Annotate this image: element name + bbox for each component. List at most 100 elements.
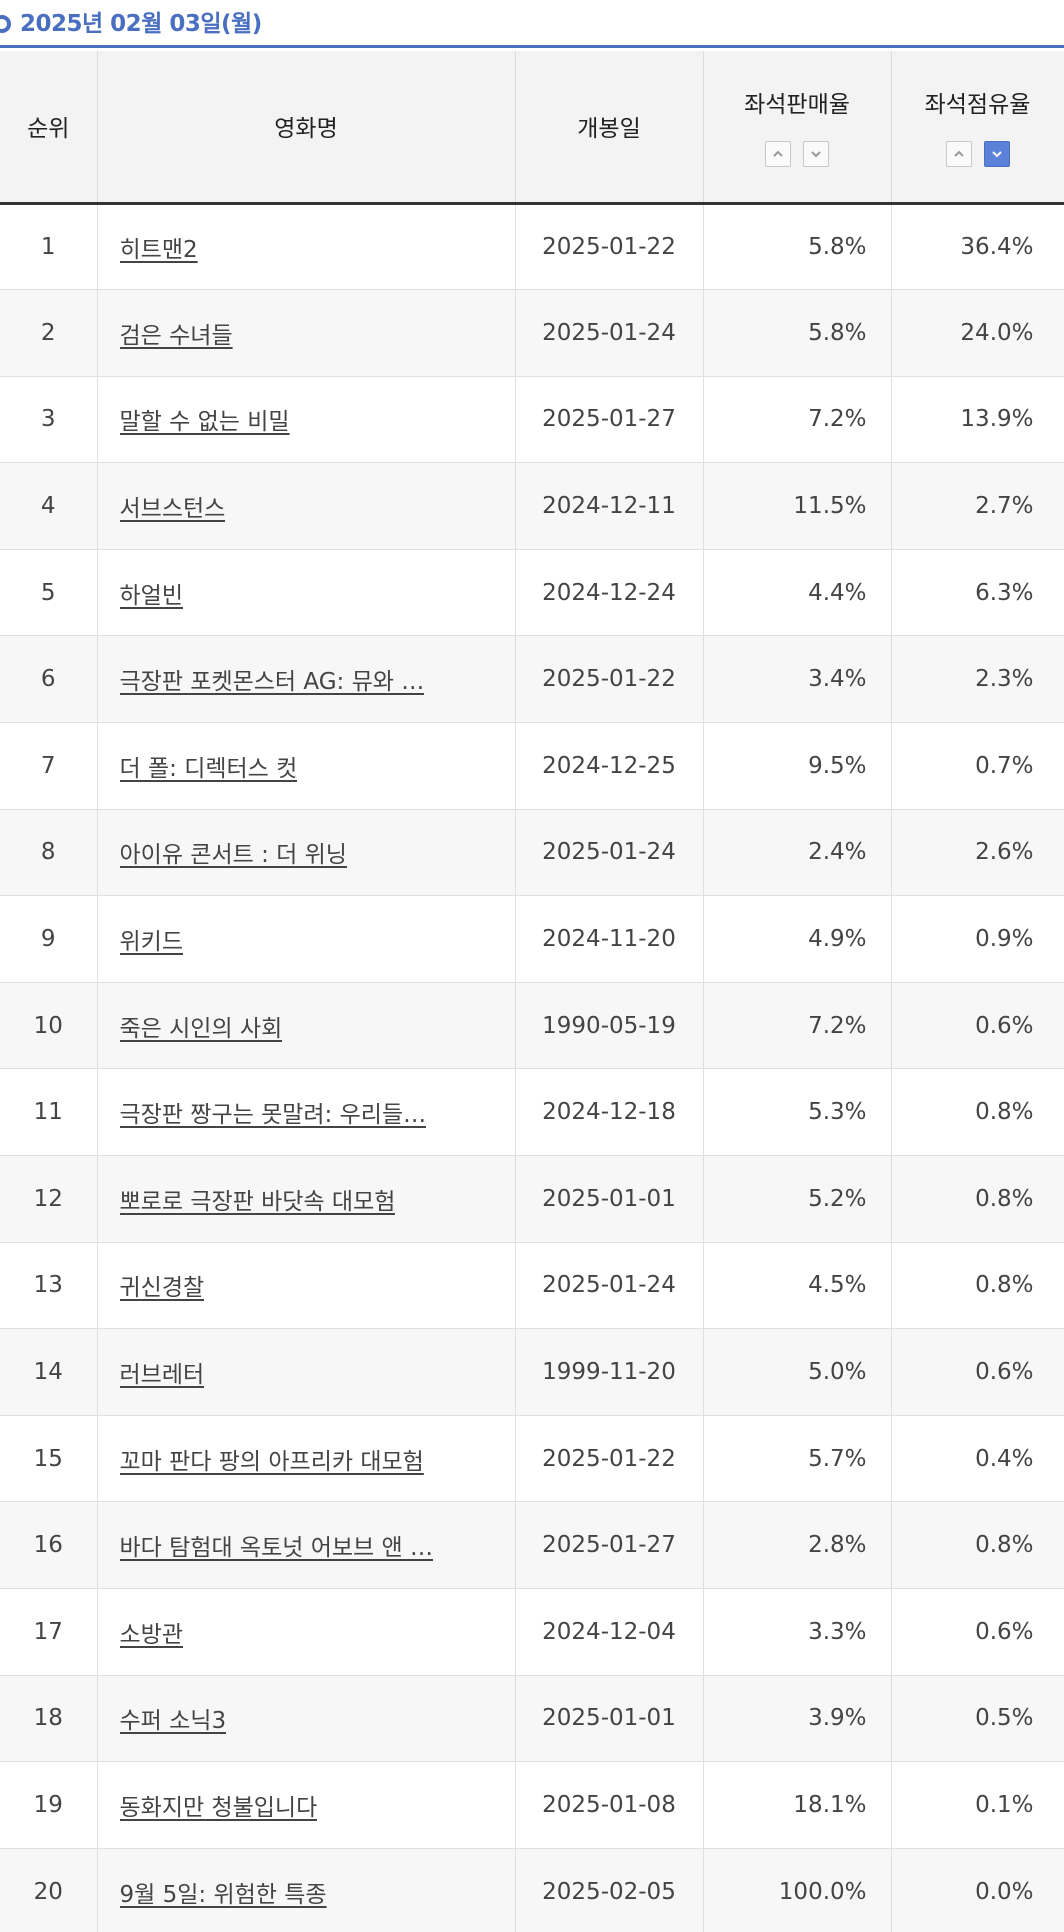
seat-sales-rate-cell: 5.7% — [703, 1415, 892, 1503]
movie-title-link[interactable]: 뽀로로 극장판 바닷속 대모험 — [119, 1188, 396, 1215]
release-date-cell: 1990-05-19 — [515, 982, 704, 1070]
table-row: 6 극장판 포켓몬스터 AG: 뮤와 … 2025-01-22 3.4% 2.3% — [0, 635, 1064, 724]
seat-share-cell: 0.8% — [891, 1068, 1064, 1157]
seat-share-cell: 13.9% — [891, 376, 1064, 464]
release-date-cell: 2025-01-24 — [515, 809, 704, 897]
rank-cell: 13 — [0, 1242, 98, 1330]
sort-ascending-button[interactable] — [765, 141, 791, 168]
movie-title-link[interactable]: 아이유 콘서트 : 더 위닝 — [119, 842, 347, 869]
movie-title-link[interactable]: 동화지만 청불입니다 — [119, 1794, 318, 1821]
seat-sales-rate-cell: 9.5% — [703, 722, 892, 810]
seat-share-cell: 0.8% — [891, 1501, 1064, 1589]
column-header-release-date: 개봉일 — [515, 51, 704, 205]
movie-title-link[interactable]: 극장판 짱구는 못말려: 우리들… — [119, 1102, 427, 1129]
release-date-cell: 2024-12-25 — [515, 722, 704, 810]
table-row: 14 러브레터 1999-11-20 5.0% 0.6% — [0, 1328, 1064, 1416]
table-row: 7 더 폴: 디렉터스 컷 2024-12-25 9.5% 0.7% — [0, 722, 1064, 810]
rank-cell: 11 — [0, 1068, 98, 1157]
seat-sales-rate-cell: 2.4% — [703, 809, 892, 897]
movie-title-cell: 꼬마 판다 팡의 아프리카 대모험 — [97, 1415, 516, 1503]
rank-cell: 16 — [0, 1501, 98, 1589]
table-row: 5 하얼빈 2024-12-24 4.4% 6.3% — [0, 549, 1064, 637]
seat-share-cell: 0.5% — [891, 1675, 1064, 1763]
release-date-cell: 2025-01-22 — [515, 203, 704, 291]
movie-title-link[interactable]: 귀신경찰 — [119, 1275, 205, 1302]
movie-title-link[interactable]: 꼬마 판다 팡의 아프리카 대모험 — [119, 1448, 424, 1475]
seat-sales-rate-cell: 100.0% — [703, 1848, 892, 1932]
movie-title-link[interactable]: 수퍼 소닉3 — [119, 1708, 227, 1735]
sort-ascending-button[interactable] — [945, 141, 972, 168]
circle-bullet-icon — [0, 15, 11, 33]
movie-title-link[interactable]: 하얼빈 — [119, 582, 183, 609]
movie-title-link[interactable]: 극장판 포켓몬스터 AG: 뮤와 … — [119, 669, 425, 696]
chevron-down-icon — [811, 151, 821, 158]
rank-cell: 8 — [0, 809, 98, 897]
seat-share-cell: 0.7% — [891, 722, 1064, 810]
seat-sales-rate-cell: 11.5% — [703, 462, 892, 550]
seat-sales-rate-cell: 7.2% — [703, 982, 892, 1070]
table-row: 20 9월 5일: 위험한 특종 2025-02-05 100.0% 0.0% — [0, 1848, 1064, 1932]
rank-cell: 4 — [0, 462, 98, 550]
rank-cell: 19 — [0, 1761, 98, 1849]
column-header-rank: 순위 — [0, 51, 98, 205]
rank-cell: 5 — [0, 549, 98, 637]
seat-sales-rate-cell: 5.0% — [703, 1328, 892, 1416]
movie-title-cell: 위키드 — [97, 895, 516, 983]
rank-cell: 2 — [0, 289, 98, 377]
movie-title-cell: 9월 5일: 위험한 특종 — [97, 1848, 516, 1932]
table-row: 16 바다 탐험대 옥토넛 어보브 앤 … 2025-01-27 2.8% 0.8% — [0, 1501, 1064, 1589]
chevron-up-icon — [953, 150, 964, 157]
table-header: 순위 영화명 개봉일 좌석판매율 좌석점유율 — [0, 51, 1064, 205]
table-row: 9 위키드 2024-11-20 4.9% 0.9% — [0, 895, 1064, 983]
column-label: 영화명 — [274, 116, 338, 143]
column-header-seat-sales-rate: 좌석판매율 — [703, 51, 892, 205]
movie-title-link[interactable]: 서브스턴스 — [119, 496, 226, 523]
column-label: 좌석판매율 — [744, 92, 850, 119]
chevron-up-icon — [773, 150, 783, 157]
release-date-cell: 2025-01-22 — [515, 1415, 704, 1503]
rank-cell: 10 — [0, 982, 98, 1070]
movie-title-link[interactable]: 러브레터 — [119, 1362, 205, 1389]
seat-sales-rate-cell: 4.4% — [703, 549, 892, 637]
movie-title-link[interactable]: 검은 수녀들 — [119, 322, 233, 349]
seat-sales-rate-cell: 5.8% — [703, 203, 892, 291]
column-header-seat-share: 좌석점유율 — [891, 51, 1064, 205]
movie-title-link[interactable]: 바다 탐험대 옥토넛 어보브 앤 … — [119, 1535, 433, 1562]
seat-sales-rate-cell: 3.9% — [703, 1675, 892, 1763]
table-row: 11 극장판 짱구는 못말려: 우리들… 2024-12-18 5.3% 0.8% — [0, 1068, 1064, 1157]
sort-descending-button[interactable] — [803, 141, 829, 168]
table-row: 1 히트맨2 2025-01-22 5.8% 36.4% — [0, 203, 1064, 291]
movie-title-link[interactable]: 9월 5일: 위험한 특종 — [119, 1881, 327, 1908]
seat-share-cell: 0.9% — [891, 895, 1064, 983]
rank-cell: 9 — [0, 895, 98, 983]
date-header: 2025년 02월 03일(월) — [0, 0, 1064, 48]
release-date-cell: 2025-01-27 — [515, 376, 704, 464]
release-date-cell: 2025-01-27 — [515, 1501, 704, 1589]
movie-title-cell: 바다 탐험대 옥토넛 어보브 앤 … — [97, 1501, 516, 1589]
movie-title-cell: 말할 수 없는 비밀 — [97, 376, 516, 464]
table-row: 18 수퍼 소닉3 2025-01-01 3.9% 0.5% — [0, 1675, 1064, 1763]
rank-cell: 12 — [0, 1155, 98, 1243]
movie-title-cell: 수퍼 소닉3 — [97, 1675, 516, 1763]
rank-cell: 20 — [0, 1848, 98, 1932]
table-row: 19 동화지만 청불입니다 2025-01-08 18.1% 0.1% — [0, 1761, 1064, 1849]
movie-title-link[interactable]: 히트맨2 — [119, 236, 198, 263]
movie-title-cell: 동화지만 청불입니다 — [97, 1761, 516, 1849]
movie-title-link[interactable]: 소방관 — [119, 1621, 183, 1648]
movie-title-cell: 하얼빈 — [97, 549, 516, 637]
release-date-cell: 2024-12-11 — [515, 462, 704, 550]
movie-title-cell: 더 폴: 디렉터스 컷 — [97, 722, 516, 810]
movie-title-link[interactable]: 죽은 시인의 사회 — [119, 1015, 283, 1042]
rank-cell: 17 — [0, 1588, 98, 1676]
sort-descending-button[interactable] — [983, 141, 1010, 168]
movie-title-link[interactable]: 더 폴: 디렉터스 컷 — [119, 755, 298, 782]
date-title: 2025년 02월 03일(월) — [20, 11, 262, 37]
movie-title-cell: 죽은 시인의 사회 — [97, 982, 516, 1070]
movie-title-cell: 러브레터 — [97, 1328, 516, 1416]
seat-share-cell: 2.3% — [891, 635, 1064, 724]
rank-cell: 15 — [0, 1415, 98, 1503]
movie-title-cell: 아이유 콘서트 : 더 위닝 — [97, 809, 516, 897]
movie-title-link[interactable]: 말할 수 없는 비밀 — [119, 409, 290, 436]
movie-title-link[interactable]: 위키드 — [119, 929, 183, 956]
rank-cell: 14 — [0, 1328, 98, 1416]
